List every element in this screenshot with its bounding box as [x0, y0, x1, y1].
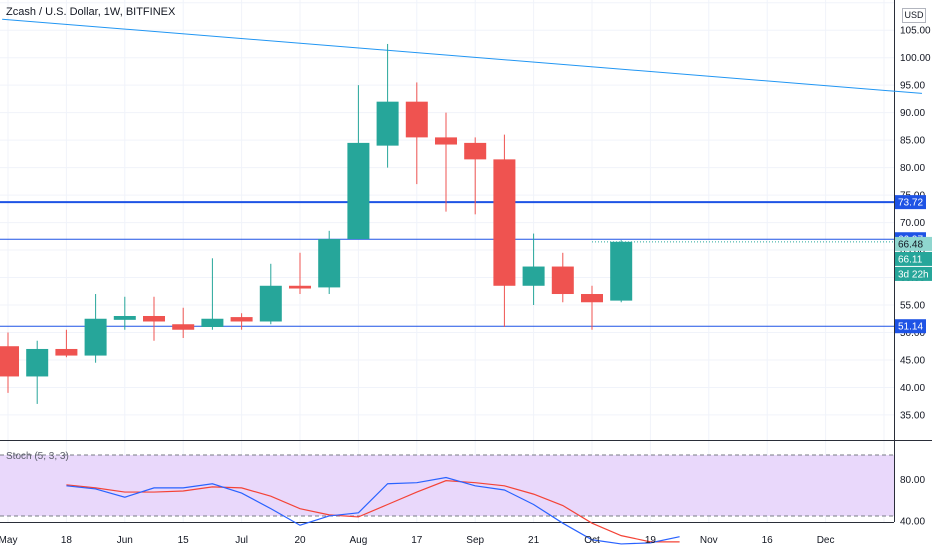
price-tick-label: 45.00 — [900, 355, 925, 366]
price-line-badge — [895, 195, 926, 210]
candle-body — [55, 348, 78, 356]
candle-body — [347, 142, 370, 240]
candle-body — [405, 101, 428, 138]
currency-button[interactable]: USD — [902, 8, 926, 23]
candle — [522, 233, 545, 306]
time-tick-label: 17 — [411, 535, 423, 546]
price-badge — [895, 266, 932, 281]
price-tick-label: 85.00 — [900, 136, 925, 147]
price-tick-label: 90.00 — [900, 108, 925, 119]
price-tick-label: 50.00 — [900, 328, 925, 339]
stoch-band — [0, 455, 894, 516]
candle-body — [143, 315, 165, 322]
time-tick-label: Nov — [700, 535, 718, 546]
candle — [113, 296, 136, 330]
price-tick-label: 35.00 — [900, 410, 925, 421]
price-tick-label: 105.00 — [900, 26, 931, 37]
candle-body — [289, 285, 311, 289]
candle — [551, 252, 574, 303]
time-tick-label: 20 — [294, 535, 306, 546]
candle — [581, 285, 603, 330]
time-tick-label: Jul — [235, 535, 248, 546]
time-tick-label: Aug — [350, 535, 368, 546]
time-tick-label: 15 — [178, 535, 190, 546]
price-badge-label: 66.11 — [898, 254, 923, 265]
time-tick-label: 19 — [645, 535, 657, 546]
candle-body — [0, 346, 19, 377]
time-tick-label: 21 — [528, 535, 540, 546]
candle-body — [581, 294, 603, 303]
candle-body — [84, 318, 107, 356]
price-badge-label: 66.48 — [898, 239, 923, 250]
candle — [26, 340, 49, 404]
price-badge — [895, 251, 932, 266]
candle — [143, 296, 165, 341]
price-tick-label: 40.00 — [900, 383, 925, 394]
price-tick-label: 70.00 — [900, 218, 925, 229]
chart-title: Zcash / U.S. Dollar, 1W, BITFINEX — [6, 6, 176, 18]
time-tick-label: Jun — [117, 535, 133, 546]
candle-body — [522, 266, 545, 286]
candle — [493, 134, 516, 327]
price-tick-label: 55.00 — [900, 301, 925, 312]
candle — [347, 85, 370, 240]
time-tick-label: Sep — [466, 535, 484, 546]
trend-line — [2, 18, 923, 94]
candle — [0, 332, 19, 393]
price-tick-label: 80.00 — [900, 163, 925, 174]
candle-body — [610, 241, 633, 301]
candle-body — [551, 266, 574, 295]
candle-body — [201, 318, 224, 327]
price-tick-label: 65.00 — [900, 246, 925, 257]
candle-body — [376, 101, 399, 146]
candle — [318, 230, 341, 295]
time-tick-label: Oct — [584, 535, 600, 546]
candle-body — [493, 159, 516, 286]
price-tick-label: 100.00 — [900, 53, 931, 64]
candle-body — [464, 142, 487, 160]
price-tick-label: 95.00 — [900, 81, 925, 92]
price-badge-label: 3d 22h — [898, 269, 929, 280]
stoch-d-line — [66, 480, 680, 543]
candle — [201, 258, 224, 330]
candle — [435, 112, 457, 212]
candle — [84, 294, 107, 363]
stoch-indicator-label: Stoch (5, 3, 3) — [6, 451, 69, 462]
candle — [376, 43, 399, 168]
price-badge — [895, 236, 932, 251]
grid — [0, 0, 894, 522]
price-line-badge-label: 51.14 — [898, 322, 923, 333]
time-tick-label: 18 — [61, 535, 73, 546]
price-line-badge-label: 73.72 — [898, 198, 923, 209]
candle — [464, 137, 487, 215]
candle-body — [435, 137, 457, 145]
stoch-tick-label: 80.00 — [900, 475, 925, 486]
candle-body — [113, 315, 136, 320]
stoch-k-line — [66, 476, 680, 545]
candle — [405, 82, 428, 185]
candle — [230, 313, 253, 330]
candle-body — [26, 348, 49, 377]
time-tick-label: May — [0, 535, 17, 546]
stoch-tick-label: 40.00 — [900, 517, 925, 528]
candle-body — [259, 285, 282, 322]
candle — [55, 329, 78, 358]
candle-body — [172, 324, 195, 330]
candle-body — [230, 317, 253, 322]
time-tick-label: 16 — [762, 535, 774, 546]
candle — [289, 252, 311, 295]
time-tick-label: Dec — [817, 535, 835, 546]
price-line-badge — [895, 319, 926, 334]
candle — [259, 263, 282, 325]
candle — [610, 240, 633, 303]
candle-body — [318, 239, 341, 288]
candle — [172, 307, 195, 338]
